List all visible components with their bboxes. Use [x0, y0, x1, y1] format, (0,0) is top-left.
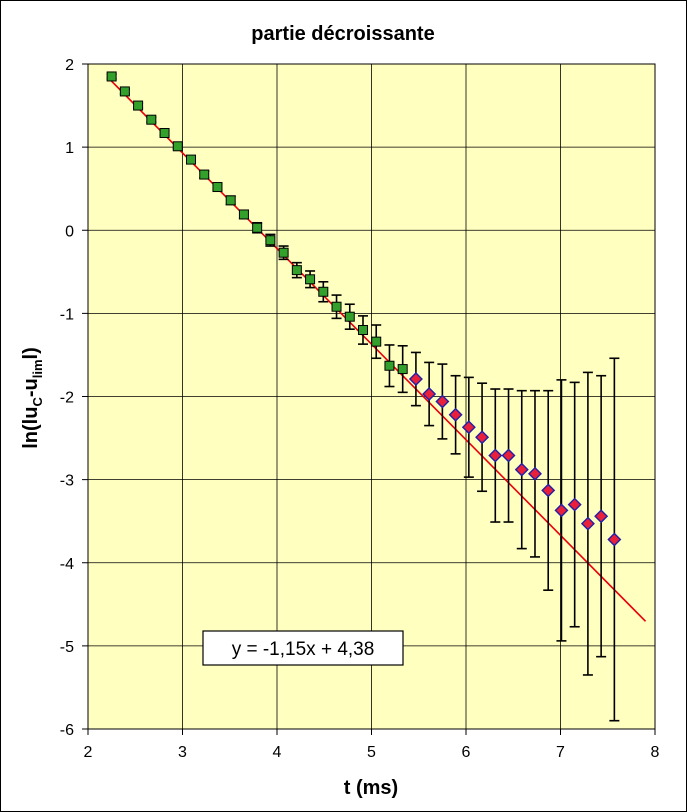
equation-label: y = -1,15x + 4,38: [232, 639, 375, 660]
data-point-diamond: [448, 407, 463, 422]
data-point-square: [291, 265, 302, 276]
data-point-diamond: [514, 462, 529, 477]
y-tick-label: -6: [60, 722, 74, 739]
data-point-diamond: [607, 532, 622, 547]
data-point-square: [186, 154, 197, 165]
data-point-diamond: [461, 420, 476, 435]
y-tick-labels: 2 1 0 -1 -2 -3 -4 -5 -6: [60, 57, 74, 739]
data-point-square: [238, 209, 249, 220]
data-point-square: [199, 169, 210, 180]
data-point-square: [212, 182, 223, 193]
data-point-diamond: [408, 372, 423, 387]
data-point-square: [252, 222, 263, 233]
y-tick-label: 2: [65, 57, 74, 74]
equation-box: y = -1,15x + 4,38: [202, 630, 404, 666]
data-point-square: [305, 274, 316, 285]
data-point-diamond: [594, 509, 609, 524]
y-label-suffix: l): [20, 347, 42, 359]
data-point-diamond: [527, 466, 542, 481]
data-point-square: [384, 360, 395, 371]
data-point-diamond: [435, 394, 450, 409]
grid: [82, 63, 656, 735]
data-point-diamond: [501, 448, 516, 463]
data-point-square: [159, 127, 170, 138]
y-label-sub-lim: lim: [30, 359, 45, 378]
y-tick-label: 0: [65, 223, 74, 240]
data-point-square: [172, 141, 183, 152]
data-point-diamond: [422, 387, 437, 401]
y-label-mid: -u: [20, 378, 42, 397]
y-tick-label: 1: [65, 140, 74, 157]
data-point-square: [344, 311, 355, 322]
data-point-diamond: [554, 503, 569, 518]
x-tick-label: 8: [651, 744, 660, 761]
data-point-square: [278, 247, 289, 258]
data-point-square: [265, 235, 276, 246]
y-tick-label: -5: [60, 639, 74, 656]
data-points: [106, 71, 622, 547]
data-point-square: [357, 325, 368, 335]
x-tick-label: 2: [84, 744, 93, 761]
chart-title: partie décroissante: [251, 23, 434, 45]
data-point-diamond: [488, 448, 503, 463]
x-tick-label: 6: [462, 744, 471, 761]
x-tick-label: 3: [178, 744, 187, 761]
x-tick-label: 5: [367, 744, 376, 761]
y-tick-label: -1: [60, 306, 74, 323]
data-point-square: [397, 364, 408, 375]
x-tick-labels: 2 3 4 5 6 7 8: [84, 744, 660, 761]
data-point-square: [133, 100, 144, 111]
data-point-square: [331, 301, 342, 312]
data-point-diamond: [567, 497, 582, 512]
y-label-prefix: ln(lu: [20, 407, 42, 449]
y-tick-label: -3: [60, 473, 74, 490]
x-axis-label: t (ms): [344, 777, 398, 799]
data-point-square: [318, 286, 329, 297]
data-point-diamond: [475, 430, 490, 445]
y-label-sub-c: C: [30, 397, 45, 407]
data-point-square: [371, 336, 382, 347]
y-axis-label: ln(luC-uliml): [20, 347, 45, 449]
data-point-square: [119, 86, 130, 97]
data-point-square: [146, 114, 157, 125]
data-point-diamond: [541, 483, 556, 498]
data-point-square: [106, 71, 117, 82]
data-point-diamond: [580, 516, 595, 531]
y-tick-label: -2: [60, 390, 74, 407]
data-point-square: [225, 195, 236, 206]
y-tick-label: -4: [60, 556, 74, 573]
x-tick-label: 4: [273, 744, 282, 761]
x-tick-label: 7: [556, 744, 565, 761]
